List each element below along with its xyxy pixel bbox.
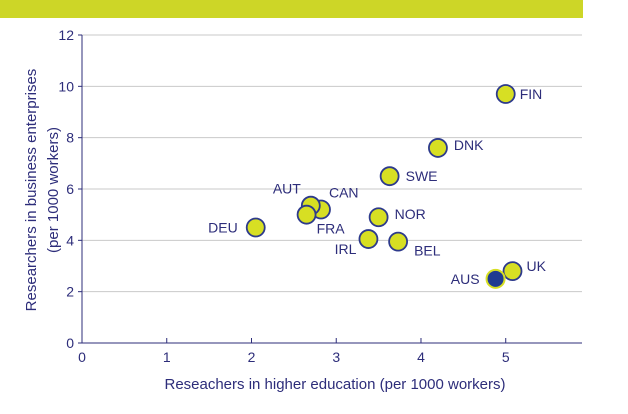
y-axis-label-line2: (per 1000 workers)	[45, 127, 62, 253]
x-tick-label-2: 2	[248, 349, 256, 365]
y-tick-label-4: 4	[66, 232, 74, 248]
top-accent-band	[0, 0, 583, 18]
point-label-bel: BEL	[414, 243, 441, 259]
point-label-uk: UK	[527, 258, 547, 274]
x-tick-label-4: 4	[417, 349, 425, 365]
point-aus	[485, 268, 506, 289]
point-bel	[388, 231, 409, 252]
x-tick-label-1: 1	[163, 349, 171, 365]
point-uk	[502, 261, 523, 282]
axes	[78, 34, 582, 344]
point-label-aut: AUT	[273, 181, 301, 197]
point-label-fin: FIN	[520, 86, 543, 102]
x-tick-label-5: 5	[502, 349, 510, 365]
point-label-irl: IRL	[335, 241, 357, 257]
point-label-nor: NOR	[395, 206, 426, 222]
y-tick-label-0: 0	[66, 335, 74, 351]
point-label-deu: DEU	[208, 220, 238, 236]
y-tick-label-10: 10	[58, 78, 74, 94]
x-tick-label-0: 0	[78, 349, 86, 365]
y-tick-label-8: 8	[66, 130, 74, 146]
data-points	[245, 84, 523, 289]
x-axis-label: Reseachers in higher education (per 1000…	[164, 376, 505, 393]
point-dnk	[428, 138, 448, 158]
point-label-dnk: DNK	[454, 137, 484, 153]
y-tick-label-2: 2	[66, 284, 74, 300]
point-fra	[296, 204, 317, 225]
point-deu	[245, 217, 266, 238]
point-label-swe: SWE	[406, 168, 438, 184]
y-tick-label-6: 6	[66, 181, 74, 197]
point-nor	[368, 207, 389, 228]
point-label-can: CAN	[329, 185, 359, 201]
point-swe	[379, 166, 400, 187]
y-axis-label-line1: Researchers in business enterprises	[23, 69, 40, 312]
point-label-aus: AUS	[451, 271, 480, 287]
x-tick-label-3: 3	[332, 349, 340, 365]
gridlines	[82, 34, 582, 293]
point-irl	[358, 229, 379, 249]
point-fin	[495, 84, 516, 104]
point-label-fra: FRA	[317, 221, 346, 237]
y-tick-label-12: 12	[58, 27, 74, 43]
point-labels: FIN DNK SWE CAN AUT FRA DEU NOR IRL BEL UK AUS	[208, 86, 546, 287]
